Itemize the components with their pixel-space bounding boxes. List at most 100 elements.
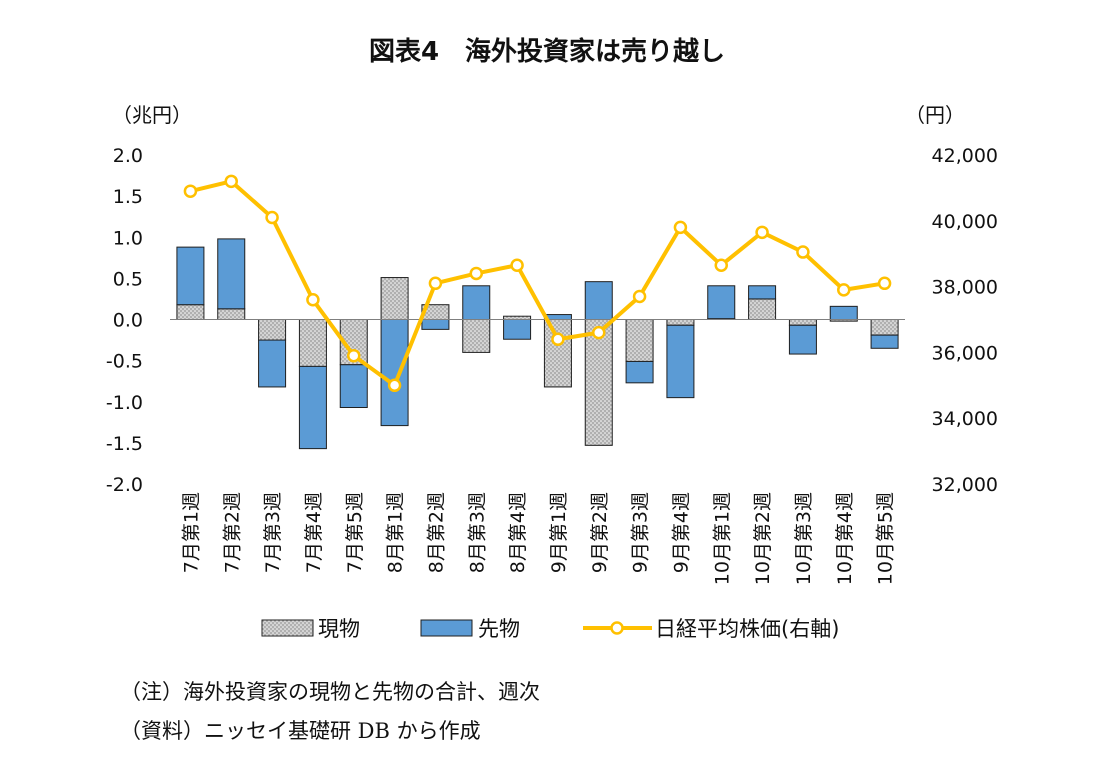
nikkei-point	[755, 225, 769, 240]
right-tick-label: 32,000	[932, 474, 998, 496]
legend-label-sakimono: 先物	[478, 617, 520, 641]
bar-sakimono	[298, 365, 327, 450]
bar-sakimono	[788, 324, 817, 355]
nikkei-point	[551, 332, 565, 346]
right-axis-unit: （円）	[905, 103, 965, 127]
category-label: 7月第2週	[221, 492, 243, 573]
nikkei-point	[592, 325, 606, 340]
legend-swatch-nikkei-marker	[610, 621, 624, 635]
nikkei-point	[265, 210, 279, 225]
bar-genbutsu	[748, 298, 777, 320]
bar-genbutsu	[584, 319, 613, 446]
nikkei-point	[796, 245, 810, 259]
nikkei-point	[306, 293, 320, 307]
chart-title: 図表4 海外投資家は売り越し	[369, 36, 725, 67]
bar-genbutsu	[462, 319, 491, 353]
bar-genbutsu	[176, 304, 205, 321]
right-tick-label: 40,000	[932, 211, 998, 233]
right-tick-label: 38,000	[932, 277, 998, 299]
bar-genbutsu	[298, 319, 327, 367]
bar-sakimono	[339, 364, 368, 409]
nikkei-point	[347, 348, 361, 363]
category-label: 8月第2週	[425, 492, 447, 573]
bar-sakimono	[707, 285, 736, 320]
bar-sakimono	[666, 324, 695, 399]
category-label: 8月第1週	[385, 492, 407, 573]
left-tick-label: -1.0	[106, 392, 143, 414]
category-label: 10月第1週	[711, 492, 733, 585]
legend-swatch-genbutsu	[261, 619, 314, 637]
legend: 現物 先物 日経平均株価(右軸)	[261, 617, 839, 641]
category-label: 9月第1週	[548, 492, 570, 573]
category-label: 7月第3週	[262, 492, 284, 573]
nikkei-point	[632, 289, 647, 304]
legend-label-genbutsu: 現物	[318, 617, 360, 641]
category-label: 10月第3週	[793, 492, 815, 585]
right-tick-label: 42,000	[932, 145, 998, 167]
bar-sakimono	[584, 281, 613, 321]
right-tick-label: 36,000	[932, 342, 998, 364]
nikkei-point	[837, 283, 851, 297]
bar-genbutsu	[625, 319, 654, 362]
left-tick-label: 0.5	[113, 268, 143, 290]
bar-sakimono	[870, 334, 899, 349]
category-label: 9月第3週	[630, 492, 652, 573]
category-label: 7月第1週	[180, 492, 202, 573]
category-label: 9月第4週	[670, 492, 692, 573]
bar-sakimono	[258, 339, 287, 388]
legend-swatch-sakimono	[420, 619, 473, 637]
nikkei-point	[428, 276, 443, 291]
category-label: 8月第4週	[507, 492, 529, 573]
left-tick-label: -1.5	[106, 433, 143, 455]
left-axis-unit: （兆円）	[112, 103, 192, 127]
category-labels: 7月第1週 7月第2週 7月第3週 7月第4週 7月第5週 8月第1週 8月第2週 8月第3週…	[180, 492, 896, 585]
bar-genbutsu	[666, 319, 695, 326]
nikkei-point	[714, 258, 728, 272]
bar-sakimono	[217, 238, 246, 310]
left-axis-ticks: 2.0 1.5 1.0 0.5 0.0 -0.5 -1.0 -1.5 -2.0	[106, 145, 143, 496]
bar-sakimono	[380, 319, 409, 427]
left-tick-label: 2.0	[113, 145, 143, 167]
category-label: 7月第4週	[303, 492, 325, 573]
legend-label-nikkei: 日経平均株価(右軸)	[655, 617, 839, 641]
bar-sakimono	[462, 285, 491, 320]
right-tick-label: 34,000	[932, 408, 998, 430]
bar-sakimono	[625, 360, 654, 384]
left-tick-label: -2.0	[106, 474, 143, 496]
nikkei-polyline	[189, 179, 885, 388]
right-axis-ticks: 42,000 40,000 38,000 36,000 34,000 32,000	[932, 145, 998, 496]
category-label: 10月第5週	[875, 492, 897, 585]
nikkei-point	[510, 258, 524, 272]
category-label: 10月第4週	[834, 492, 856, 585]
bar-sakimono	[421, 319, 450, 330]
nikkei-point	[224, 174, 238, 189]
bar-genbutsu	[543, 319, 572, 388]
category-label: 9月第2週	[589, 492, 611, 573]
nikkei-point	[877, 276, 892, 291]
bar-genbutsu	[380, 277, 409, 320]
left-tick-label: 1.0	[113, 227, 143, 249]
left-tick-label: 1.5	[113, 186, 143, 208]
bars	[176, 238, 899, 450]
left-tick-label: -0.5	[106, 351, 143, 373]
nikkei-point	[183, 184, 198, 198]
bar-sakimono	[748, 285, 777, 300]
note-line: （注）海外投資家の現物と先物の合計、週次	[120, 680, 540, 704]
bar-genbutsu	[788, 319, 817, 326]
bar-sakimono	[829, 305, 858, 320]
nikkei-line	[183, 174, 892, 393]
source-line: （資料）ニッセイ基礎研 DB から作成	[120, 719, 481, 743]
nikkei-point	[673, 220, 688, 235]
bar-genbutsu	[258, 319, 287, 341]
left-tick-label: 0.0	[113, 310, 143, 332]
nikkei-point	[469, 266, 483, 281]
bar-genbutsu	[870, 319, 899, 336]
category-label: 7月第5週	[344, 492, 366, 573]
category-label: 8月第3週	[466, 492, 488, 573]
bar-genbutsu	[217, 308, 246, 320]
bar-sakimono	[503, 319, 532, 340]
category-label: 10月第2週	[752, 492, 774, 585]
bar-sakimono	[176, 246, 205, 306]
